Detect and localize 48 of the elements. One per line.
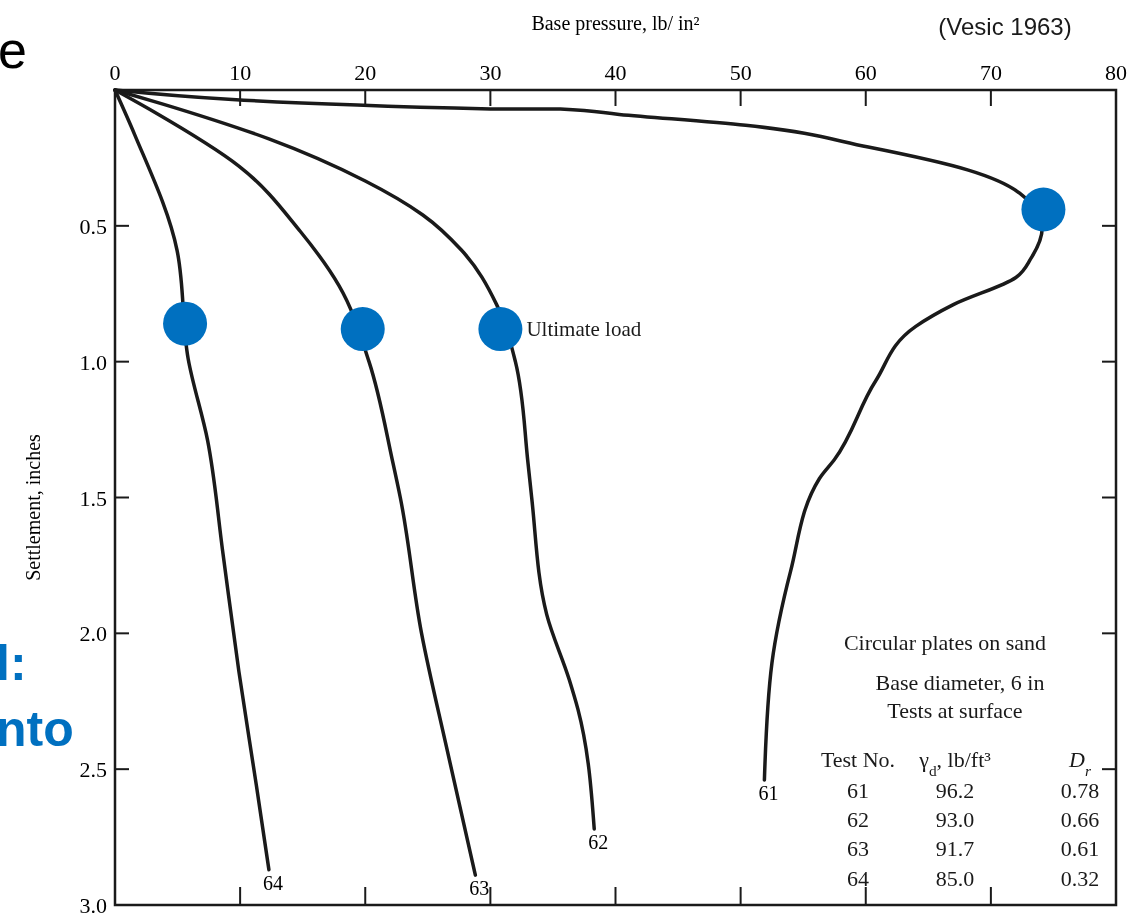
annotation: 0.78 — [1060, 778, 1100, 803]
annotation: 62 — [847, 807, 869, 832]
annotation: 0.66 — [1060, 807, 1100, 832]
y-tick-label: 0.5 — [79, 213, 107, 239]
legend-label: 64 — [262, 871, 283, 894]
annotation: 93.0 — [935, 807, 975, 832]
x-axis-title: Base pressure, lb/ in² — [531, 12, 700, 35]
point — [1021, 187, 1066, 232]
x-tick-label: 80 — [1105, 60, 1127, 85]
annotation: 91.7 — [935, 836, 975, 861]
text: l: — [0, 635, 27, 691]
y-tick-label: 2.0 — [79, 621, 107, 647]
point — [478, 307, 523, 352]
annotation: 63 — [847, 836, 869, 861]
y-tick-label: 3.0 — [79, 893, 107, 917]
y-tick-label: 1.5 — [79, 485, 107, 511]
x-tick-label: 20 — [354, 60, 377, 85]
series-label: 61 — [758, 782, 779, 805]
annotation: 85.0 — [935, 866, 975, 891]
annotation: D$_{r}$ — [1068, 747, 1092, 779]
annotation: 61 — [847, 778, 869, 803]
series-label: 63 — [469, 877, 490, 900]
annotation: Test No. — [820, 747, 896, 772]
annotation: 0.32 — [1060, 866, 1100, 891]
x-tick-label: 50 — [729, 60, 752, 85]
annotation: Tests at surface — [887, 698, 1023, 723]
annotation: Ultimate load — [526, 317, 642, 342]
y-tick-label: 1.0 — [79, 349, 107, 375]
text: (Vesic 1963) — [938, 13, 1072, 40]
y-axis-title: Settlement, inches — [22, 433, 44, 581]
x-tick-label: 70 — [979, 60, 1002, 85]
y-tick-label: 2.5 — [79, 757, 107, 783]
annotation: Circular plates on sand — [843, 630, 1047, 655]
x-tick-label: 10 — [229, 60, 252, 85]
series-label: 62 — [588, 830, 609, 853]
annotation: γ$_{d}$, lb/ft³ — [918, 747, 992, 779]
text: nto — [0, 701, 74, 757]
x-tick-label: 40 — [604, 60, 627, 85]
x-tick-label: 30 — [479, 60, 502, 85]
x-tick-label: 60 — [854, 60, 877, 85]
point — [163, 301, 208, 346]
point — [340, 307, 385, 352]
annotation: 0.61 — [1060, 836, 1100, 861]
annotation: 96.2 — [935, 778, 975, 803]
x-tick-label: 0 — [109, 60, 121, 85]
annotation: 64 — [847, 866, 869, 891]
text: e — [0, 21, 27, 79]
annotation: Base diameter, 6 in — [875, 670, 1045, 695]
